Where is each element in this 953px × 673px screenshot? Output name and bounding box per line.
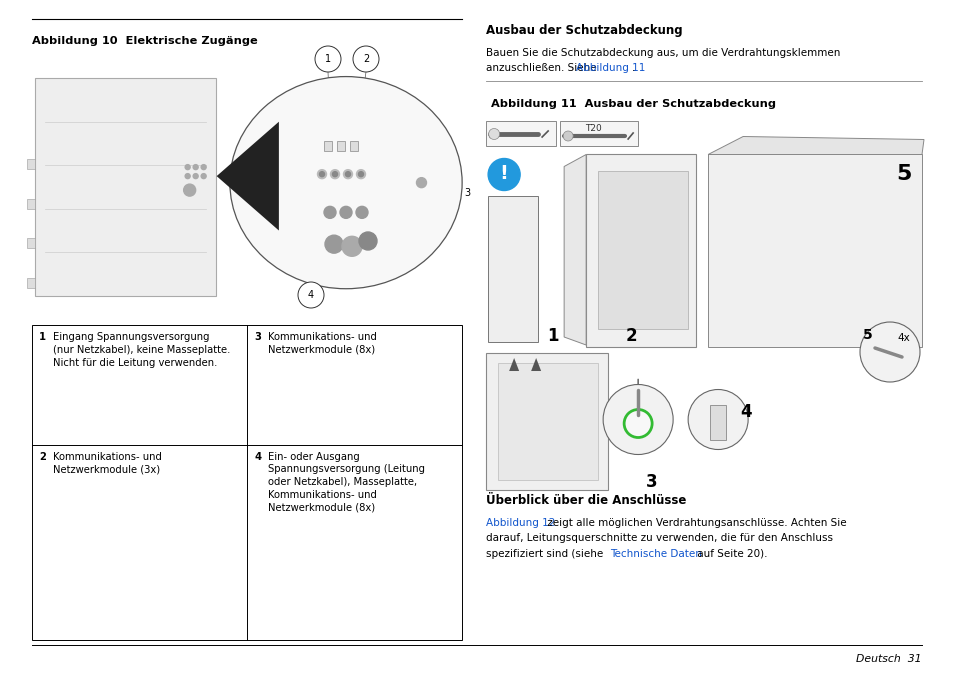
Circle shape bbox=[343, 170, 352, 178]
Bar bbox=[559, 122, 638, 147]
Circle shape bbox=[488, 129, 499, 139]
Circle shape bbox=[859, 322, 919, 382]
Circle shape bbox=[317, 170, 326, 178]
Circle shape bbox=[201, 174, 206, 178]
Ellipse shape bbox=[265, 184, 275, 203]
Text: 4: 4 bbox=[740, 402, 751, 421]
Text: Eingang Spannungsversorgung
(nur Netzkabel), keine Masseplatte.
Nicht für die Le: Eingang Spannungsversorgung (nur Netzkab… bbox=[53, 332, 230, 367]
Circle shape bbox=[358, 232, 376, 250]
Circle shape bbox=[201, 165, 206, 170]
Text: 1: 1 bbox=[547, 327, 558, 345]
Bar bbox=[497, 363, 598, 480]
Circle shape bbox=[193, 174, 198, 178]
Circle shape bbox=[602, 384, 673, 454]
Text: Abbildung 10  Elektrische Zugänge: Abbildung 10 Elektrische Zugänge bbox=[32, 36, 257, 46]
Circle shape bbox=[562, 131, 573, 141]
Polygon shape bbox=[601, 357, 607, 485]
Text: spezifiziert sind (siehe: spezifiziert sind (siehe bbox=[486, 549, 606, 559]
Text: Technische Daten: Technische Daten bbox=[610, 549, 701, 559]
Text: auf Seite 20).: auf Seite 20). bbox=[694, 549, 767, 559]
Circle shape bbox=[355, 207, 368, 218]
Circle shape bbox=[416, 178, 426, 188]
Text: 4: 4 bbox=[253, 452, 261, 462]
Circle shape bbox=[623, 409, 652, 437]
Circle shape bbox=[339, 207, 352, 218]
Bar bbox=[35, 78, 215, 296]
Ellipse shape bbox=[230, 77, 461, 289]
Polygon shape bbox=[531, 358, 540, 371]
Bar bbox=[707, 155, 921, 347]
Text: Abbildung 11: Abbildung 11 bbox=[576, 63, 645, 73]
Text: T20: T20 bbox=[584, 125, 601, 133]
Text: 3: 3 bbox=[464, 188, 470, 198]
Text: .: . bbox=[632, 63, 635, 73]
Text: 2: 2 bbox=[362, 54, 369, 64]
Circle shape bbox=[330, 170, 339, 178]
Bar bbox=[350, 141, 357, 151]
Text: 4x: 4x bbox=[897, 333, 909, 343]
Bar bbox=[32, 325, 461, 640]
Text: Kommunikations- und
Netzwerkmodule (3x): Kommunikations- und Netzwerkmodule (3x) bbox=[53, 452, 162, 474]
Circle shape bbox=[356, 170, 365, 178]
Text: Deutsch  31: Deutsch 31 bbox=[856, 654, 921, 664]
Circle shape bbox=[185, 174, 190, 178]
Text: 2: 2 bbox=[624, 327, 637, 345]
Text: Bauen Sie die Schutzabdeckung aus, um die Verdrahtungsklemmen: Bauen Sie die Schutzabdeckung aus, um di… bbox=[486, 48, 840, 58]
Circle shape bbox=[488, 159, 519, 190]
Text: Ausbau der Schutzabdeckung: Ausbau der Schutzabdeckung bbox=[486, 24, 682, 37]
Circle shape bbox=[184, 184, 195, 196]
Polygon shape bbox=[216, 122, 278, 231]
Text: 5: 5 bbox=[896, 164, 911, 184]
Text: 3: 3 bbox=[645, 473, 657, 491]
Text: 1: 1 bbox=[39, 332, 46, 342]
Circle shape bbox=[319, 172, 324, 176]
Bar bbox=[324, 141, 332, 151]
Bar bbox=[488, 197, 537, 342]
Bar bbox=[27, 278, 35, 288]
Text: 1: 1 bbox=[325, 54, 331, 64]
Text: Abbildung 12: Abbildung 12 bbox=[486, 518, 555, 528]
Bar bbox=[27, 238, 35, 248]
Bar bbox=[336, 141, 345, 151]
Text: Überblick über die Anschlüsse: Überblick über die Anschlüsse bbox=[486, 494, 686, 507]
Bar bbox=[585, 155, 696, 347]
Circle shape bbox=[687, 390, 747, 450]
Circle shape bbox=[297, 282, 324, 308]
Text: Kommunikations- und
Netzwerkmodule (8x): Kommunikations- und Netzwerkmodule (8x) bbox=[268, 332, 376, 355]
Text: 5: 5 bbox=[862, 328, 872, 342]
Polygon shape bbox=[563, 155, 585, 345]
Circle shape bbox=[314, 46, 340, 72]
Circle shape bbox=[325, 235, 343, 253]
Text: Ein- oder Ausgang
Spannungsversorgung (Leitung
oder Netzkabel), Masseplatte,
Kom: Ein- oder Ausgang Spannungsversorgung (L… bbox=[268, 452, 425, 513]
Circle shape bbox=[193, 165, 198, 170]
Circle shape bbox=[353, 46, 378, 72]
Text: darauf, Leitungsquerschnitte zu verwenden, die für den Anschluss: darauf, Leitungsquerschnitte zu verwende… bbox=[486, 534, 832, 544]
Text: !: ! bbox=[499, 164, 508, 183]
Bar bbox=[486, 353, 607, 490]
Text: zeigt alle möglichen Verdrahtungsanschlüsse. Achten Sie: zeigt alle möglichen Verdrahtungsanschlü… bbox=[543, 518, 846, 528]
Text: 3: 3 bbox=[253, 332, 261, 342]
Text: Abbildung 11  Ausbau der Schutzabdeckung: Abbildung 11 Ausbau der Schutzabdeckung bbox=[491, 100, 776, 110]
Polygon shape bbox=[509, 358, 518, 371]
Circle shape bbox=[333, 172, 337, 176]
Circle shape bbox=[185, 165, 190, 170]
Circle shape bbox=[324, 207, 335, 218]
Text: anzuschließen. Siehe: anzuschließen. Siehe bbox=[486, 63, 599, 73]
Circle shape bbox=[358, 172, 363, 176]
Circle shape bbox=[341, 236, 361, 256]
Bar bbox=[598, 172, 687, 329]
Text: 4: 4 bbox=[308, 290, 314, 300]
Circle shape bbox=[345, 172, 350, 176]
Bar bbox=[486, 122, 556, 147]
Bar bbox=[27, 199, 35, 209]
Text: 2: 2 bbox=[39, 452, 46, 462]
Bar bbox=[709, 404, 725, 439]
Polygon shape bbox=[707, 137, 923, 155]
Bar bbox=[27, 159, 35, 169]
